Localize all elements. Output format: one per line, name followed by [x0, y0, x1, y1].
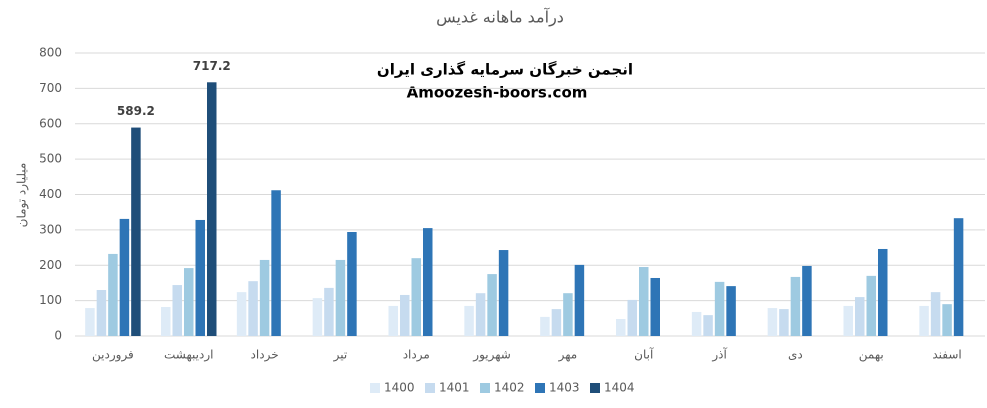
bar [423, 228, 433, 336]
bar [347, 231, 357, 336]
legend-swatch [370, 383, 380, 393]
bar [574, 264, 585, 336]
bar [119, 218, 130, 336]
y-tick-label: 0 [54, 329, 62, 343]
bar [184, 268, 194, 336]
bar [411, 258, 421, 336]
bar [802, 265, 812, 336]
y-axis-label: میلیارد تومان [15, 163, 30, 228]
y-tick-label: 700 [39, 81, 62, 95]
bar [195, 219, 205, 336]
bar [551, 309, 562, 336]
bar [726, 286, 736, 336]
legend-label: 1404 [604, 381, 635, 395]
bar [172, 285, 182, 336]
bar [324, 287, 334, 336]
bar [767, 308, 778, 336]
bar [942, 304, 952, 336]
x-tick-label: آبان [634, 347, 654, 362]
y-tick-label: 300 [39, 222, 62, 236]
x-tick-label: مهر [558, 348, 578, 363]
bar [312, 298, 323, 336]
data-label: 589.2 [117, 104, 155, 118]
x-tick-label: دی [788, 348, 803, 362]
x-tick-label: فروردین [92, 348, 134, 363]
annotation: Amoozesh-boors.com [407, 84, 588, 102]
bar [400, 294, 410, 336]
bar [388, 305, 398, 336]
bar [161, 306, 171, 336]
x-tick-label: اسفند [932, 348, 961, 362]
bar [259, 259, 270, 336]
legend-swatch [480, 383, 490, 393]
y-tick-label: 400 [39, 187, 62, 201]
y-tick-label: 600 [39, 116, 62, 130]
legend-label: 1400 [384, 381, 415, 395]
bar [650, 277, 660, 336]
x-tick-label: آذر [711, 347, 727, 363]
y-tick-label: 100 [39, 293, 62, 307]
bar [843, 305, 853, 336]
bar [131, 127, 141, 337]
bar [464, 305, 474, 336]
bar [930, 292, 941, 336]
bar [108, 253, 118, 336]
y-tick-label: 800 [39, 46, 62, 60]
bar [335, 259, 346, 336]
bar [563, 293, 573, 336]
legend-label: 1403 [549, 381, 580, 395]
bar [487, 274, 497, 336]
bar [96, 290, 107, 336]
data-label: 717.2 [193, 59, 231, 73]
bar [779, 309, 789, 336]
bar [878, 248, 888, 336]
x-tick-label: خرداد [251, 348, 279, 363]
bar [691, 311, 702, 336]
chart-title: درآمد ماهانه غدیس [436, 8, 564, 28]
x-tick-label: تیر [333, 348, 348, 363]
bar [207, 82, 217, 336]
bar [639, 267, 649, 336]
x-tick-label: بهمن [859, 348, 884, 363]
bar [919, 305, 929, 336]
annotation: انجمن خبرگان سرمایه گذاری ایران [377, 61, 633, 79]
bar [703, 315, 713, 336]
bar [866, 275, 876, 336]
x-tick-label: اردیبهشت [164, 348, 213, 363]
legend-label: 1402 [494, 381, 525, 395]
bar [271, 190, 281, 336]
x-tick-label: مرداد [403, 348, 430, 363]
y-tick-label: 200 [39, 258, 62, 272]
bar [248, 281, 258, 336]
bar [714, 281, 725, 336]
y-tick-label: 500 [39, 152, 62, 166]
x-tick-label: شهریور [472, 348, 511, 363]
bar [236, 292, 247, 336]
bar [953, 218, 964, 336]
bar [85, 308, 95, 336]
bar [855, 297, 865, 336]
bar [790, 276, 801, 336]
bar [616, 319, 626, 336]
legend-swatch [535, 383, 545, 393]
bar [475, 293, 486, 336]
bar [627, 299, 637, 336]
bar [540, 316, 550, 336]
legend-swatch [590, 383, 600, 393]
legend-label: 1401 [439, 381, 470, 395]
bar [498, 250, 509, 336]
legend-swatch [425, 383, 435, 393]
